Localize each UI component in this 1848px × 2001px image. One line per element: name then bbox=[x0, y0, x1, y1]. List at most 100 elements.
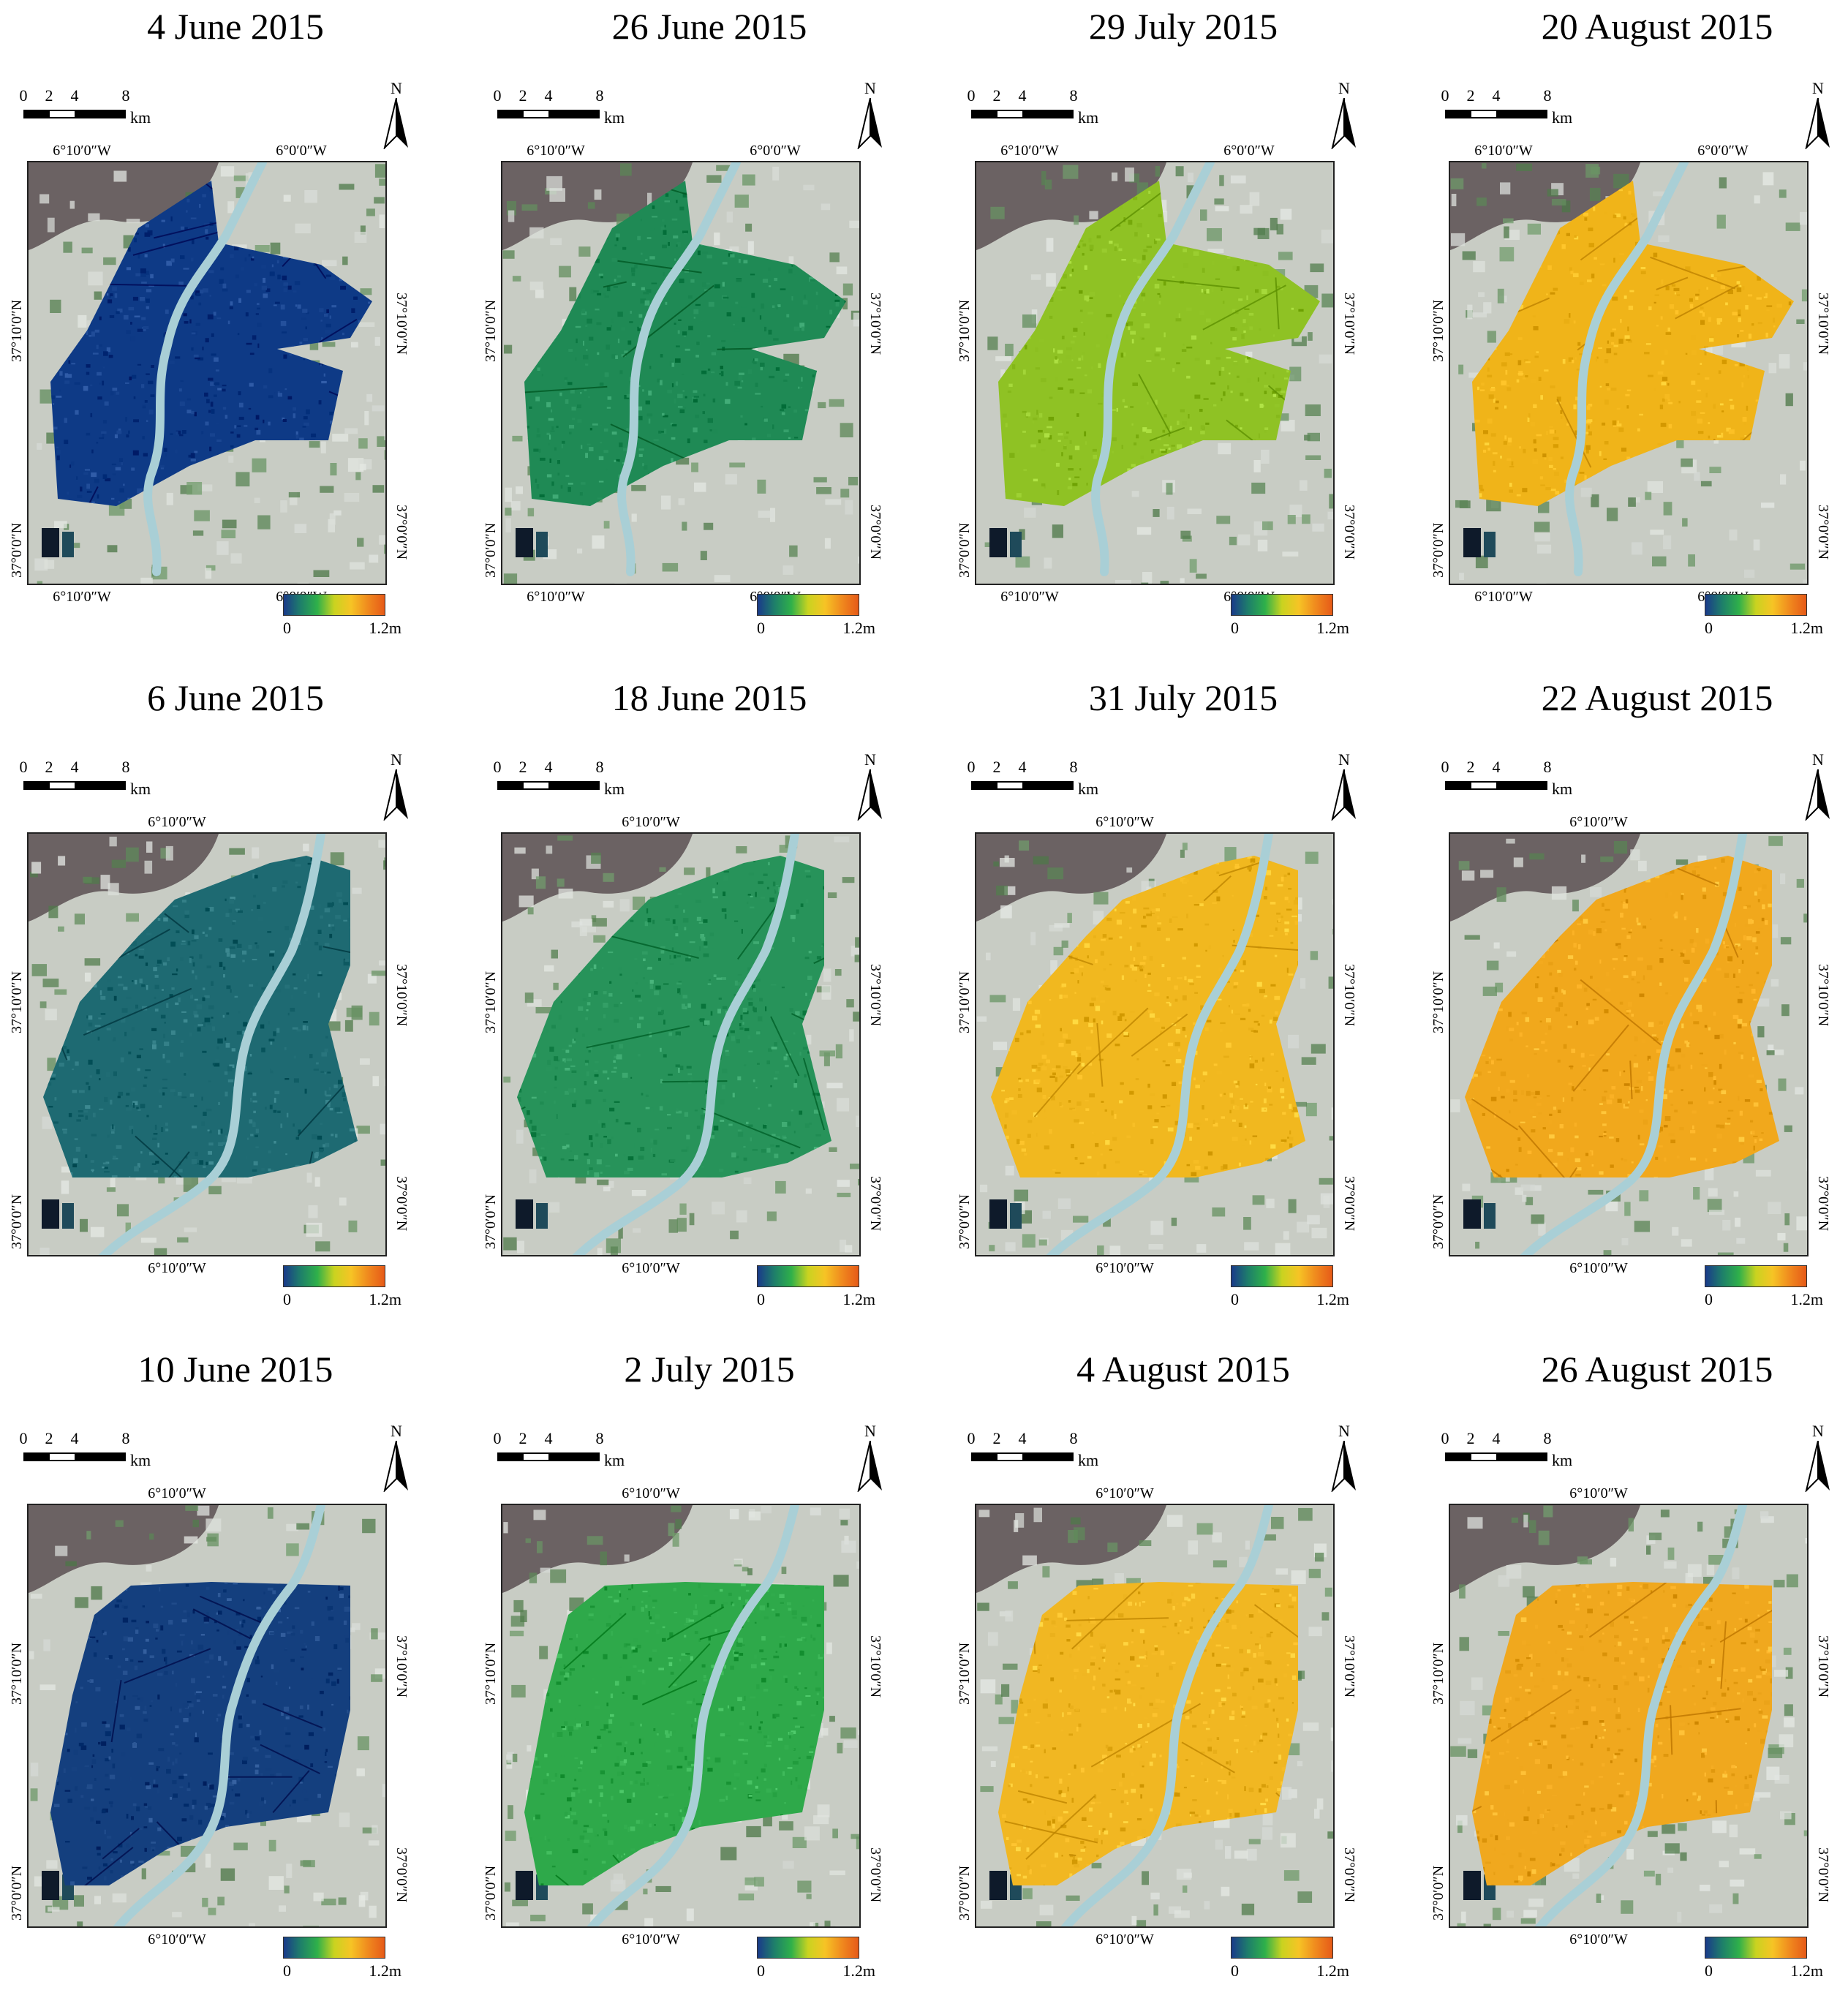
north-arrow-icon: N bbox=[1330, 750, 1359, 821]
lat-label-right-bottom: 37°0′0″N bbox=[1814, 505, 1831, 559]
north-label: N bbox=[382, 1422, 411, 1441]
scale-bar-segment bbox=[50, 783, 75, 788]
north-arrow-icon: N bbox=[1803, 750, 1833, 821]
satellite-map bbox=[501, 1504, 861, 1928]
panel-title: 4 August 2015 bbox=[957, 1347, 1410, 1391]
lon-label-top-left: 6°10′0″W bbox=[1474, 143, 1533, 159]
lat-label-left-bottom: 37°0′0″N bbox=[9, 1866, 26, 1921]
panel-title: 18 June 2015 bbox=[483, 676, 936, 720]
colorbar-min-label: 0 bbox=[757, 619, 765, 638]
scale-tick-label: 2 bbox=[519, 758, 527, 777]
colorbar-max-label: 1.2m bbox=[1316, 619, 1349, 638]
scale-tick-label: 8 bbox=[122, 86, 130, 105]
scale-tick-label: 4 bbox=[545, 1429, 553, 1448]
colorbar bbox=[1231, 1937, 1333, 1959]
colorbar-max-label: 1.2m bbox=[842, 619, 875, 638]
colorbar bbox=[283, 594, 385, 616]
lon-label-top-right: 6°0′0″W bbox=[750, 143, 801, 159]
colorbar bbox=[283, 1265, 385, 1287]
scale-bar-segment bbox=[1496, 783, 1546, 788]
scale-bar-segment bbox=[997, 1454, 1022, 1460]
map-svg bbox=[502, 1505, 859, 1926]
colorbar bbox=[1231, 594, 1333, 616]
scale-tick-label: 2 bbox=[993, 1429, 1001, 1448]
lat-label-right-bottom: 37°0′0″N bbox=[1814, 1176, 1831, 1231]
scale-bar-segment bbox=[499, 1454, 524, 1460]
scale-tick-label: 8 bbox=[596, 1429, 604, 1448]
lon-label-bottom: 6°10′0″W bbox=[148, 1932, 206, 1948]
lon-label-top-right: 6°0′0″W bbox=[1697, 143, 1749, 159]
colorbar bbox=[757, 1265, 859, 1287]
scale-tick-label: 4 bbox=[1493, 1429, 1501, 1448]
north-arrow-icon: N bbox=[856, 79, 885, 149]
north-label: N bbox=[856, 79, 885, 98]
colorbar-legend: 0 1.2m bbox=[1705, 594, 1807, 616]
map-svg bbox=[29, 1505, 385, 1926]
scale-tick-label: 0 bbox=[1441, 758, 1449, 777]
scale-bar-segment bbox=[1471, 1454, 1496, 1460]
scale-tick-label: 4 bbox=[1493, 86, 1501, 105]
scale-tick-label: 0 bbox=[20, 1429, 28, 1448]
lat-label-left-bottom: 37°0′0″N bbox=[1430, 1194, 1447, 1249]
lat-label-right-bottom: 37°0′0″N bbox=[867, 1847, 883, 1902]
scale-tick-label: 8 bbox=[1070, 1429, 1078, 1448]
lat-label-right-bottom: 37°0′0″N bbox=[1340, 1176, 1357, 1231]
lon-label-bottom: 6°10′0″W bbox=[1569, 1260, 1628, 1277]
lon-label-bottom-left: 6°10′0″W bbox=[1000, 589, 1059, 606]
lat-label-left-top: 37°10′0″N bbox=[1430, 971, 1447, 1033]
scale-tick-label: 0 bbox=[1441, 1429, 1449, 1448]
scale-bar-segment bbox=[524, 783, 548, 788]
scale-bar-segment bbox=[1471, 783, 1496, 788]
lon-label-top-left: 6°10′0″W bbox=[53, 143, 111, 159]
colorbar-legend: 0 1.2m bbox=[1231, 1265, 1333, 1287]
scale-bar-graphic bbox=[1445, 1452, 1547, 1461]
scale-bar-segment bbox=[1022, 111, 1072, 117]
scale-tick-label: 2 bbox=[45, 1429, 53, 1448]
scale-tick-label: 4 bbox=[71, 758, 79, 777]
lat-label-right-top: 37°10′0″N bbox=[867, 293, 883, 355]
lon-label-top: 6°10′0″W bbox=[1569, 814, 1628, 831]
scale-tick-label: 8 bbox=[122, 758, 130, 777]
colorbar-max-label: 1.2m bbox=[1790, 1962, 1823, 1981]
lon-label-top: 6°10′0″W bbox=[1569, 1485, 1628, 1502]
scale-bar-segment bbox=[524, 1454, 548, 1460]
lat-label-left-top: 37°10′0″N bbox=[9, 300, 26, 362]
scale-bar-graphic bbox=[497, 1452, 600, 1461]
scale-bar-unit: km bbox=[1078, 108, 1098, 127]
lat-label-right-bottom: 37°0′0″N bbox=[393, 505, 410, 559]
scale-tick-label: 8 bbox=[596, 758, 604, 777]
scale-bar-segment bbox=[1447, 1454, 1471, 1460]
satellite-map bbox=[501, 161, 861, 585]
colorbar-max-label: 1.2m bbox=[369, 619, 401, 638]
lat-label-left-top: 37°10′0″N bbox=[483, 971, 499, 1033]
lat-label-right-top: 37°10′0″N bbox=[1340, 964, 1357, 1026]
scale-bar-segment bbox=[973, 111, 997, 117]
north-arrow-icon: N bbox=[382, 79, 411, 149]
scale-tick-label: 0 bbox=[494, 758, 502, 777]
north-arrow-icon: N bbox=[856, 750, 885, 821]
lat-label-right-bottom: 37°0′0″N bbox=[867, 505, 883, 559]
lat-label-left-bottom: 37°0′0″N bbox=[483, 1194, 499, 1249]
colorbar-max-label: 1.2m bbox=[369, 1962, 401, 1981]
scale-bar-segment bbox=[75, 1454, 124, 1460]
north-label: N bbox=[1330, 79, 1359, 98]
panel-title: 10 June 2015 bbox=[9, 1347, 462, 1391]
north-arrow-icon: N bbox=[1803, 79, 1833, 149]
north-arrow-icon: N bbox=[1330, 1422, 1359, 1492]
scale-tick-label: 2 bbox=[993, 86, 1001, 105]
scale-tick-label: 0 bbox=[1441, 86, 1449, 105]
